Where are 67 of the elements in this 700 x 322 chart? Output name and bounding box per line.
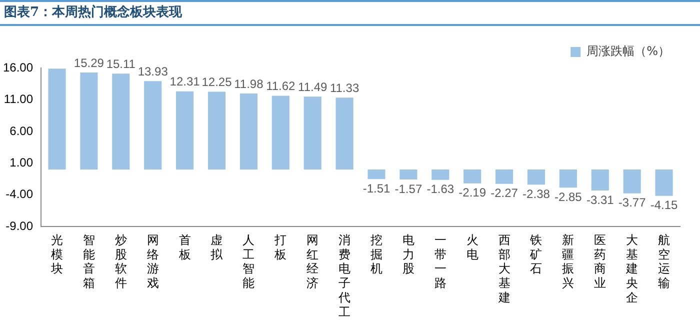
data-label: 12.25 [202, 75, 232, 90]
bar [591, 170, 609, 191]
x-tick-label: 人工智能 [242, 232, 255, 290]
bar [527, 170, 546, 185]
x-tick-label: 首板 [178, 232, 191, 262]
x-tick-label: 新疆振兴 [562, 232, 574, 290]
y-tick-label: 11.00 [4, 92, 34, 106]
data-label: -2.19 [458, 186, 486, 200]
data-label: -1.51 [362, 181, 390, 196]
x-tick-label: 西部大基建 [497, 232, 510, 305]
data-label: 11.98 [234, 76, 264, 91]
legend-label: 周涨跌幅（%） [586, 44, 670, 58]
data-label: -4.15 [650, 198, 678, 212]
bar [368, 170, 386, 180]
x-tick-label: 一带一路 [434, 232, 446, 290]
data-label: 11.62 [266, 79, 296, 94]
bar [176, 91, 194, 170]
bar [48, 68, 66, 170]
bar [272, 96, 290, 170]
data-label: -1.63 [426, 182, 454, 196]
bar [208, 92, 226, 170]
bar [623, 170, 641, 194]
data-label: -3.31 [586, 192, 614, 207]
bar [432, 170, 450, 180]
x-tick-label: 光模块 [50, 232, 64, 276]
bar [464, 170, 482, 184]
x-tick-label: 航空运输 [658, 232, 670, 290]
bar [304, 96, 322, 170]
x-tick-label: 大基建央企 [625, 232, 638, 305]
bar [559, 170, 577, 188]
bar [112, 74, 130, 170]
data-label: -2.38 [522, 186, 550, 201]
x-tick-label: 挖掘机 [370, 232, 382, 276]
x-tick-label: 医药商业 [594, 232, 606, 290]
data-label: 15.11 [106, 56, 136, 71]
y-tick-label: 1.00 [10, 155, 34, 170]
x-tick-label: 网络游戏 [146, 232, 159, 290]
x-tick-label: 电力股 [402, 232, 414, 276]
bar [80, 72, 98, 170]
x-tick-label: 炒股软件 [114, 232, 127, 290]
x-tick-label: 火电 [466, 232, 478, 262]
bar [336, 98, 354, 170]
data-label: -2.85 [554, 190, 582, 204]
x-tick-label: 虚拟 [210, 232, 224, 262]
bar [144, 81, 162, 170]
y-tick-label: 6.00 [10, 124, 34, 138]
data-label: 11.33 [330, 80, 360, 95]
y-tick-label: 16.00 [3, 60, 34, 74]
data-label: -2.27 [490, 186, 518, 200]
x-tick-label: 智能音箱 [82, 232, 95, 290]
bar [655, 170, 673, 196]
data-label: -1.57 [394, 182, 422, 196]
bar [240, 94, 258, 170]
chart-title: 图表7：本周热门概念板块表现 [0, 0, 700, 26]
bar [495, 170, 514, 184]
x-tick-label: 网红经济 [306, 232, 319, 290]
x-tick-label: 消费电子代工 [338, 232, 351, 319]
data-label: 13.93 [138, 64, 168, 78]
data-label: 11.49 [298, 80, 328, 94]
data-label: 12.31 [170, 74, 200, 89]
y-tick-label: -4.00 [6, 187, 34, 202]
data-label: 15.29 [74, 56, 104, 70]
bar [400, 170, 418, 180]
x-tick-label: 铁矿石 [529, 232, 542, 276]
data-label: -3.77 [618, 196, 646, 210]
y-tick-label: -9.00 [6, 218, 34, 233]
x-tick-label: 打板 [274, 232, 287, 262]
